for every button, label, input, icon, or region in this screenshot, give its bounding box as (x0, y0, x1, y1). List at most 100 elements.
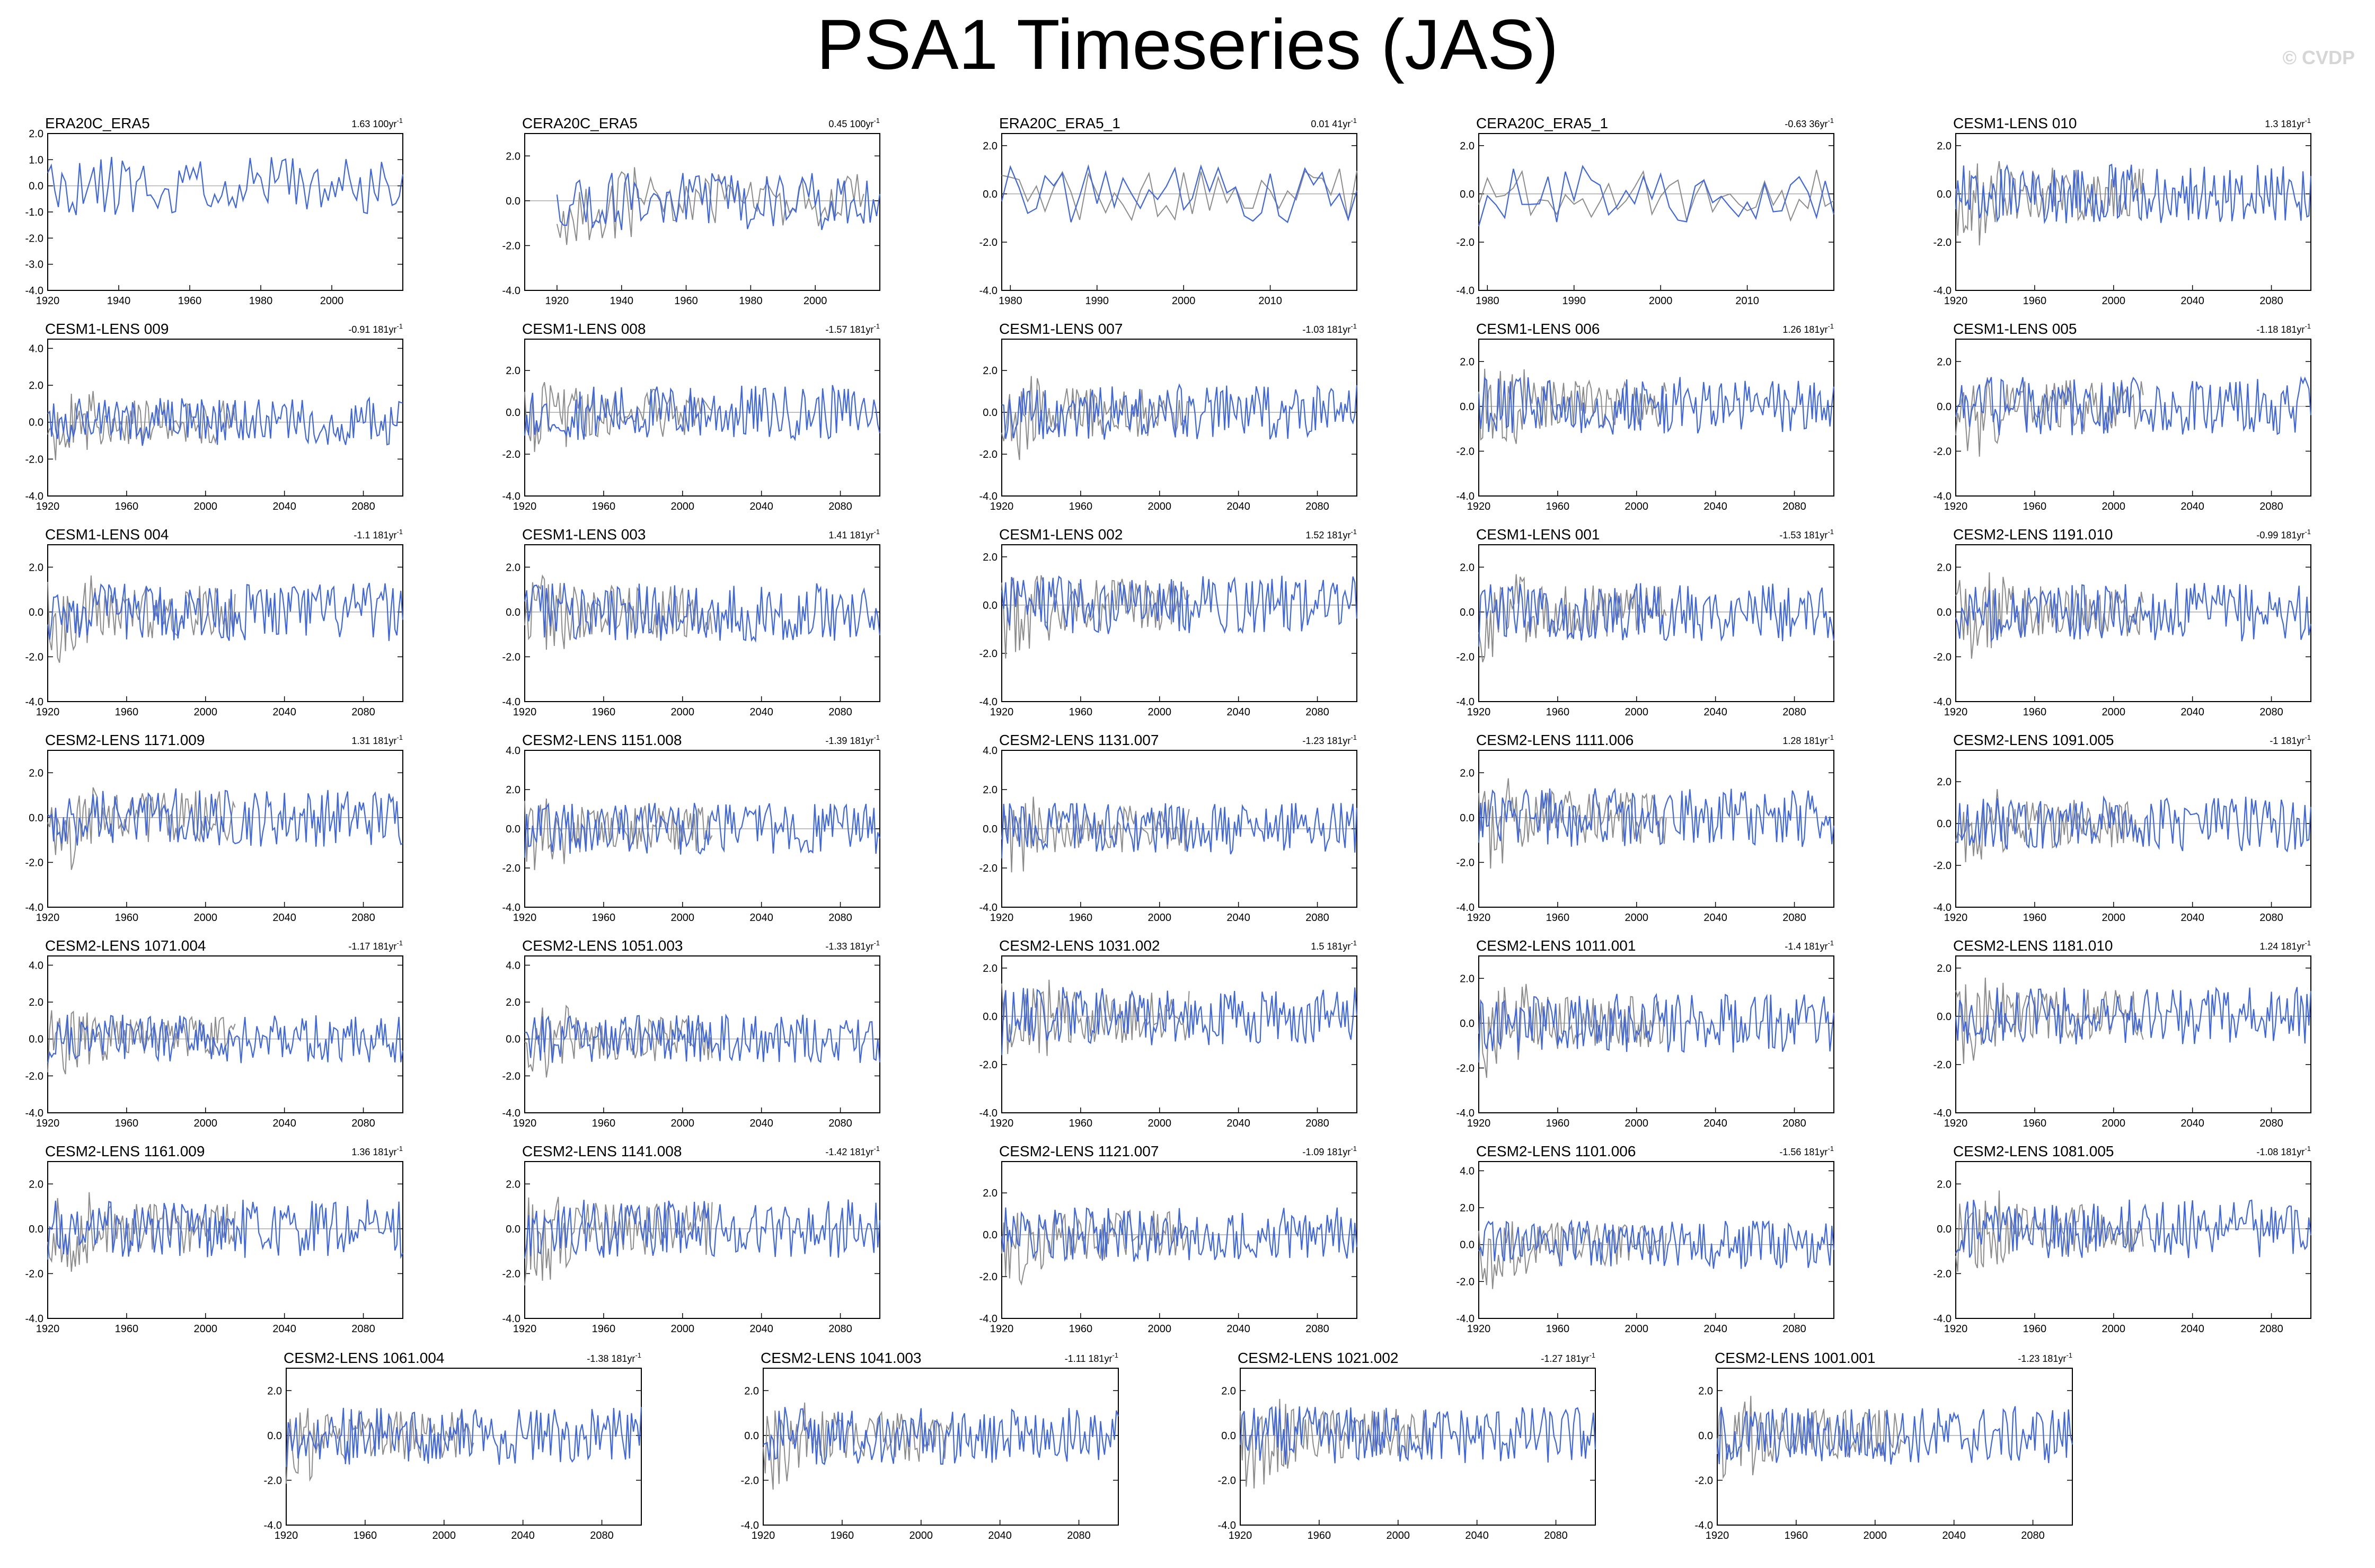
observation-series (47, 1192, 236, 1272)
x-tick-label: 2080 (828, 1323, 852, 1335)
trend-label: -1.09 181yr-1 (1302, 1145, 1357, 1157)
x-tick-label: 2000 (1625, 706, 1649, 718)
x-tick-label: 2040 (1703, 706, 1727, 718)
x-tick-label: 2080 (828, 1118, 852, 1129)
x-tick-label: 2080 (1782, 1323, 1806, 1335)
y-tick-label: 0.0 (983, 823, 997, 835)
trend-label: -1.4 181yr-1 (1785, 939, 1834, 952)
y-tick-label: 2.0 (1937, 1179, 1952, 1190)
observation-series (1240, 1398, 1428, 1489)
model-series (524, 385, 881, 441)
y-tick-label: -2.0 (25, 651, 43, 663)
x-tick-label: 1920 (1467, 501, 1491, 512)
y-tick-label: -4.0 (979, 696, 997, 708)
x-tick-label: 1960 (1069, 1323, 1093, 1335)
y-tick-label: -4.0 (502, 1313, 520, 1325)
model-series (1001, 383, 1358, 440)
psa1-panel: CESM2-LENS 1031.002 1.5 181yr-1 2.0 0.0 -2.0… (979, 937, 1358, 1129)
y-tick-label: 0.0 (506, 823, 520, 835)
x-tick-label: 1960 (354, 1530, 377, 1542)
panel-title: CESM2-LENS 1091.005 (1953, 732, 2114, 748)
x-tick-label: 1960 (115, 706, 139, 718)
y-tick-label: 2.0 (1937, 562, 1952, 573)
panel-title: ERA20C_ERA5_1 (999, 115, 1120, 131)
plot-frame (1955, 1161, 2311, 1319)
x-tick-label: 2040 (1703, 1323, 1727, 1335)
panel-title: CESM2-LENS 1141.008 (522, 1143, 682, 1159)
y-tick-label: 0.0 (1460, 1239, 1475, 1251)
x-tick-label: 2040 (1703, 912, 1727, 924)
trend-label: -1.27 181yr-1 (1541, 1351, 1595, 1364)
x-tick-label: 2040 (1226, 706, 1250, 718)
x-tick-label: 1920 (1944, 501, 1968, 512)
panel-title: CESM2-LENS 1061.004 (284, 1350, 445, 1366)
y-tick-label: -2.0 (25, 454, 43, 465)
x-tick-label: 1960 (115, 1118, 139, 1129)
y-tick-label: -2.0 (979, 1059, 997, 1071)
model-series (524, 1199, 881, 1259)
y-tick-label: -4.0 (1456, 1108, 1475, 1119)
y-tick-label: 4.0 (1460, 1165, 1475, 1177)
y-tick-label: -4.0 (264, 1520, 282, 1531)
x-tick-label: 2080 (351, 912, 375, 924)
panel-title: CESM2-LENS 1181.010 (1953, 937, 2113, 954)
y-tick-label: 0.0 (1937, 401, 1952, 413)
model-series (1478, 583, 1835, 647)
panel-title: CESM2-LENS 1121.007 (999, 1143, 1159, 1159)
observation-series (47, 1010, 236, 1075)
x-tick-label: 2040 (272, 912, 296, 924)
panel-title: CESM1-LENS 009 (45, 321, 169, 337)
y-tick-label: -2.0 (1456, 446, 1475, 457)
y-tick-label: -4.0 (25, 902, 43, 914)
y-tick-label: 2.0 (1221, 1385, 1236, 1397)
plot-frame (47, 955, 403, 1113)
x-tick-label: 2080 (351, 501, 375, 512)
y-tick-label: -2.0 (1933, 860, 1952, 872)
x-tick-label: 2000 (194, 1323, 218, 1335)
x-tick-label: 1960 (115, 1323, 139, 1335)
y-tick-label: -4.0 (1456, 1313, 1475, 1325)
observation-series (1001, 169, 1357, 222)
x-tick-label: 2040 (2180, 501, 2204, 512)
psa1-panel: CESM2-LENS 1061.004 -1.38 181yr-1 2.0 0.0 -2… (264, 1350, 642, 1542)
x-tick-label: 2080 (1067, 1530, 1091, 1542)
y-tick-label: -4.0 (25, 1108, 43, 1119)
model-series (47, 156, 404, 216)
y-tick-label: -2.0 (502, 240, 520, 252)
psa1-panel: CESM2-LENS 1171.009 1.31 181yr-1 2.0 0.0 -2.… (25, 732, 403, 924)
y-tick-label: 2.0 (1937, 963, 1952, 975)
trend-label: -1.57 181yr-1 (825, 322, 880, 335)
y-tick-label: 2.0 (744, 1385, 759, 1397)
x-tick-label: 2040 (272, 706, 296, 718)
x-tick-label: 2000 (1148, 706, 1172, 718)
x-tick-label: 1920 (545, 295, 569, 307)
x-tick-label: 1960 (592, 501, 616, 512)
x-tick-label: 2080 (2259, 706, 2283, 718)
y-tick-label: 0.0 (29, 607, 43, 618)
x-tick-label: 2080 (828, 706, 852, 718)
panel-title: ERA20C_ERA5 (45, 115, 150, 131)
y-tick-label: 2.0 (506, 784, 520, 796)
x-tick-label: 1980 (739, 295, 763, 307)
panel-title: CESM2-LENS 1191.010 (1953, 526, 2113, 543)
model-series (1001, 803, 1358, 859)
observation-series (1478, 984, 1667, 1078)
x-tick-label: 1920 (513, 501, 537, 512)
x-tick-label: 2080 (1782, 912, 1806, 924)
y-tick-label: 4.0 (506, 960, 520, 971)
plot-frame (1955, 750, 2311, 908)
panel-title: CESM2-LENS 1001.001 (1715, 1350, 1876, 1366)
x-tick-label: 1920 (1944, 295, 1968, 307)
model-series (1478, 1219, 1835, 1269)
x-tick-label: 2040 (749, 1118, 773, 1129)
trend-label: -1.23 181yr-1 (1302, 733, 1357, 746)
x-tick-label: 1960 (674, 295, 698, 307)
observation-series (1001, 376, 1189, 460)
x-tick-label: 1960 (1069, 501, 1093, 512)
y-tick-label: 0.0 (29, 417, 43, 429)
model-series (1955, 1199, 2312, 1259)
y-tick-label: 0.0 (1460, 189, 1475, 200)
model-series (1955, 582, 2312, 643)
y-tick-label: -2.0 (25, 233, 43, 244)
x-tick-label: 1920 (1944, 706, 1968, 718)
